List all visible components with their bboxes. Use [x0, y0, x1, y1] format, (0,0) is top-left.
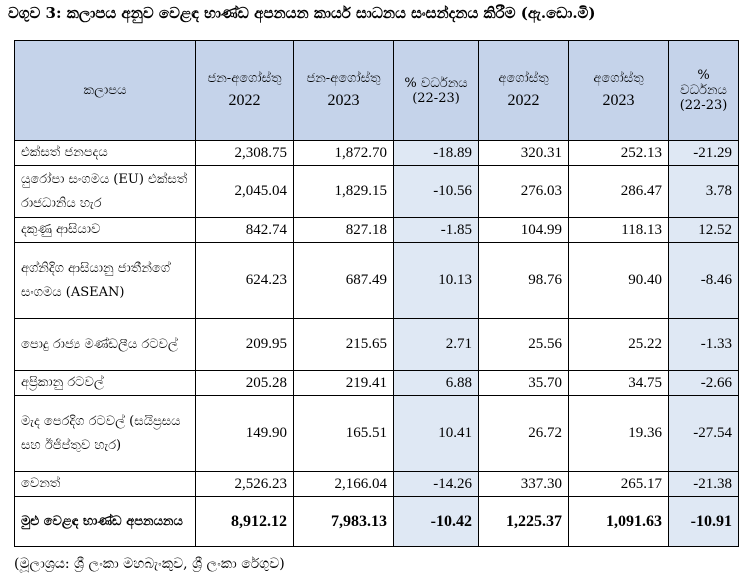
value-cell: 25.56	[478, 318, 569, 371]
growth-cell: -10.56	[393, 165, 479, 218]
value-cell: 827.18	[293, 217, 394, 243]
value-cell: 624.23	[195, 242, 294, 319]
value-cell: 165.51	[293, 395, 394, 472]
table-row: පොදු රාජ්‍ය මණ්ඩලීය රටවල් 209.95 215.65 …	[14, 318, 739, 371]
header-growth-jan-aug: % වර්ධනය (22-23)	[393, 40, 479, 141]
value-cell: 104.99	[478, 217, 569, 243]
growth-cell: -14.26	[393, 471, 479, 497]
total-growth-cell: -10.42	[393, 496, 479, 547]
value-cell: 215.65	[293, 318, 394, 371]
growth-cell: -21.29	[668, 140, 739, 166]
growth-cell: 3.78	[668, 165, 739, 218]
region-cell: යුරෝපා සංගමය (EU) එක්සත් රාජධානිය හැර	[14, 165, 196, 218]
header-region: කලාපය	[14, 40, 196, 141]
value-cell: 265.17	[568, 471, 669, 497]
value-cell: 842.74	[195, 217, 294, 243]
value-cell: 35.70	[478, 370, 569, 396]
growth-cell: 10.41	[393, 395, 479, 472]
source-note: (මූලාශ්‍රය: ශ්‍රී ලංකා මහබැංකුව, ශ්‍රී ල…	[14, 556, 285, 572]
value-cell: 209.95	[195, 318, 294, 371]
value-cell: 205.28	[195, 370, 294, 396]
total-value-cell: 1,091.63	[568, 496, 669, 547]
region-cell: අප්‍රිකානු රටවල්	[14, 370, 196, 396]
value-cell: 19.36	[568, 395, 669, 472]
value-cell: 34.75	[568, 370, 669, 396]
growth-cell: 6.88	[393, 370, 479, 396]
value-cell: 26.72	[478, 395, 569, 472]
table-row: එක්සත් ජනපදය 2,308.75 1,872.70 -18.89 32…	[14, 140, 739, 166]
total-value-cell: 7,983.13	[293, 496, 394, 547]
table-row: අප්‍රිකානු රටවල් 205.28 219.41 6.88 35.7…	[14, 370, 739, 396]
value-cell: 98.76	[478, 242, 569, 319]
table-row: මැද පෙරදිග රටවල් (සයිප්‍රසය සහ ඊජිප්තුව …	[14, 395, 739, 472]
value-cell: 2,166.04	[293, 471, 394, 497]
growth-cell: -8.46	[668, 242, 739, 319]
header-label: අගෝස්තු	[498, 71, 549, 86]
value-cell: 90.40	[568, 242, 669, 319]
value-cell: 2,308.75	[195, 140, 294, 166]
total-value-cell: 1,225.37	[478, 496, 569, 547]
value-cell: 252.13	[568, 140, 669, 166]
table-row: යුරෝපා සංගමය (EU) එක්සත් රාජධානිය හැර 2,…	[14, 165, 739, 218]
value-cell: 286.47	[568, 165, 669, 218]
total-row: මුළු වෙළඳ භාණ්ඩ අපනයනය 8,912.12 7,983.13…	[14, 496, 739, 547]
value-cell: 1,829.15	[293, 165, 394, 218]
table-row: වෙනත් 2,526.23 2,166.04 -14.26 337.30 26…	[14, 471, 739, 497]
header-year: 2023	[602, 92, 635, 109]
header-jan-aug-2022: ජන-අගෝස්තු 2022	[195, 40, 294, 141]
table-row: අග්නිදිග ආසියානු ජාතීන්ගේ සංගමය (ASEAN) …	[14, 242, 739, 319]
total-growth-cell: -10.91	[668, 496, 739, 547]
region-cell: වෙනත්	[14, 471, 196, 497]
growth-cell: -18.89	[393, 140, 479, 166]
table-row: දකුණු ආසියාව 842.74 827.18 -1.85 104.99 …	[14, 217, 739, 243]
value-cell: 2,526.23	[195, 471, 294, 497]
total-region-cell: මුළු වෙළඳ භාණ්ඩ අපනයනය	[14, 496, 196, 547]
growth-cell: 2.71	[393, 318, 479, 371]
value-cell: 337.30	[478, 471, 569, 497]
value-cell: 118.13	[568, 217, 669, 243]
header-label: අගෝස්තු	[593, 71, 644, 86]
value-cell: 2,045.04	[195, 165, 294, 218]
header-growth-aug: % වර්ධනය (22-23)	[668, 40, 739, 141]
table-caption: වගුව 3: කලාපය අනුව වෙළඳ භාණ්ඩ අපනයන කාර්…	[8, 4, 596, 22]
growth-cell: -1.33	[668, 318, 739, 371]
region-cell: පොදු රාජ්‍ය මණ්ඩලීය රටවල්	[14, 318, 196, 371]
header-year: 2023	[327, 92, 360, 109]
value-cell: 687.49	[293, 242, 394, 319]
header-year: 2022	[228, 92, 261, 109]
header-year: 2022	[507, 92, 540, 109]
growth-cell: -1.85	[393, 217, 479, 243]
header-label: ජන-අගෝස්තු	[306, 71, 381, 86]
value-cell: 25.22	[568, 318, 669, 371]
header-label: ජන-අගෝස්තු	[207, 71, 282, 86]
region-cell: මැද පෙරදිග රටවල් (සයිප්‍රසය සහ ඊජිප්තුව …	[14, 395, 196, 472]
growth-cell: -27.54	[668, 395, 739, 472]
region-cell: දකුණු ආසියාව	[14, 217, 196, 243]
export-performance-table: කලාපය ජන-අගෝස්තු 2022 ජන-අගෝස්තු 2023 % …	[14, 40, 739, 547]
region-cell: එක්සත් ජනපදය	[14, 140, 196, 166]
growth-cell: 10.13	[393, 242, 479, 319]
header-aug-2022: අගෝස්තු 2022	[478, 40, 569, 141]
value-cell: 320.31	[478, 140, 569, 166]
total-value-cell: 8,912.12	[195, 496, 294, 547]
value-cell: 1,872.70	[293, 140, 394, 166]
header-row: කලාපය ජන-අගෝස්තු 2022 ජන-අගෝස්තු 2023 % …	[14, 40, 739, 141]
region-cell: අග්නිදිග ආසියානු ජාතීන්ගේ සංගමය (ASEAN)	[14, 242, 196, 319]
value-cell: 149.90	[195, 395, 294, 472]
header-aug-2023: අගෝස්තු 2023	[568, 40, 669, 141]
value-cell: 219.41	[293, 370, 394, 396]
header-jan-aug-2023: ජන-අගෝස්තු 2023	[293, 40, 394, 141]
growth-cell: -2.66	[668, 370, 739, 396]
growth-cell: 12.52	[668, 217, 739, 243]
value-cell: 276.03	[478, 165, 569, 218]
growth-cell: -21.38	[668, 471, 739, 497]
